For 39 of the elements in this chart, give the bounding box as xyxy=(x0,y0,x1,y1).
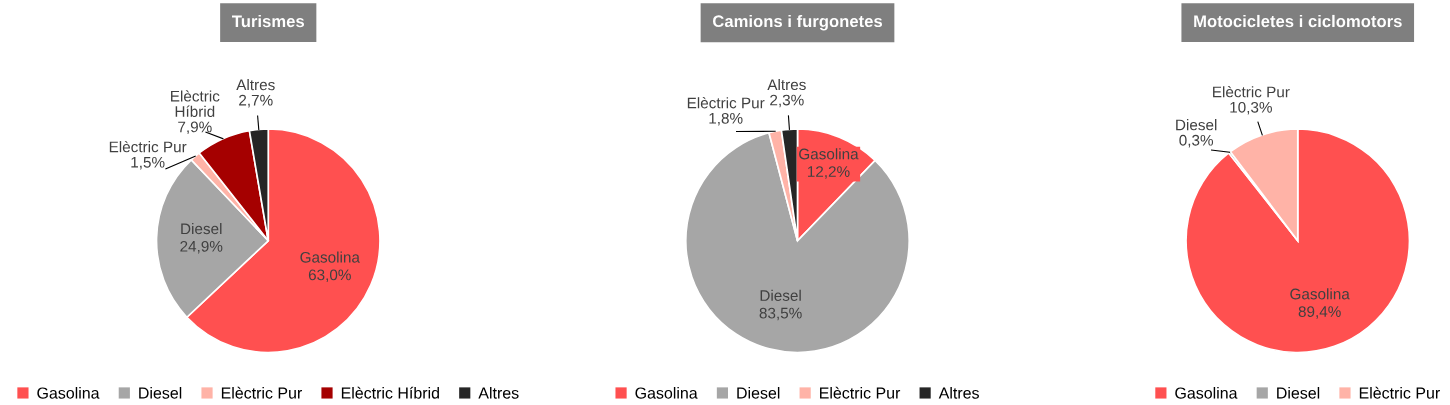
slice-label: Gasolina xyxy=(799,148,859,160)
legend-label: Gasolina xyxy=(37,386,100,399)
data-label: 1,8% xyxy=(709,112,743,126)
data-label: 89,4% xyxy=(1298,306,1341,319)
slice-label: Elèctric Pur xyxy=(109,140,187,153)
data-label: 63,0% xyxy=(308,269,351,283)
data-label: 24,9% xyxy=(180,240,223,254)
slice-label: Elèctric Pur xyxy=(687,96,765,109)
data-label: 2,7% xyxy=(239,94,273,108)
data-label: 1,5% xyxy=(131,156,165,170)
data-label: 7,9% xyxy=(178,121,212,135)
legend-label: Elèctric Pur xyxy=(1359,386,1440,399)
slice-label: Altres xyxy=(236,79,275,91)
legend-label: Gasolina xyxy=(1175,386,1238,399)
data-label: 0,3% xyxy=(1179,134,1214,148)
legend-label: Elèctric Híbrid xyxy=(341,386,439,399)
category-label: Gasolina xyxy=(635,386,698,399)
slice-label: Diesel xyxy=(1176,119,1217,131)
slice-label: Diesel xyxy=(760,289,801,301)
slice-label: Gasolina xyxy=(300,251,360,263)
data-label: 10,3% xyxy=(1230,101,1272,115)
chart-title: Turismes xyxy=(232,14,305,28)
chart-title: Camions i furgonetes xyxy=(712,14,883,31)
legend-label: Diesel xyxy=(139,386,182,399)
legend-label: Diesel xyxy=(1277,386,1320,399)
legend-label: Diesel xyxy=(737,386,780,399)
legend-label: Elèctric Pur xyxy=(820,386,901,399)
legend-label: Altres xyxy=(478,386,519,399)
slice-label: Diesel xyxy=(181,222,222,235)
data-label: 83,5% xyxy=(759,307,802,321)
slice-label: Altres xyxy=(767,78,806,91)
chart-title: Motocicletes i ciclomotors xyxy=(1194,14,1402,28)
data-label: 12,2% xyxy=(807,166,850,179)
slice-label: Gasolina xyxy=(1290,288,1350,300)
legend-label: Elèctric Pur xyxy=(221,386,302,399)
legend-label: Altres xyxy=(938,386,979,399)
data-label: 2,3% xyxy=(770,94,804,108)
slice-label: Elèctric Pur xyxy=(1213,85,1290,98)
slice-label: Elèctric Híbrid xyxy=(171,90,220,117)
